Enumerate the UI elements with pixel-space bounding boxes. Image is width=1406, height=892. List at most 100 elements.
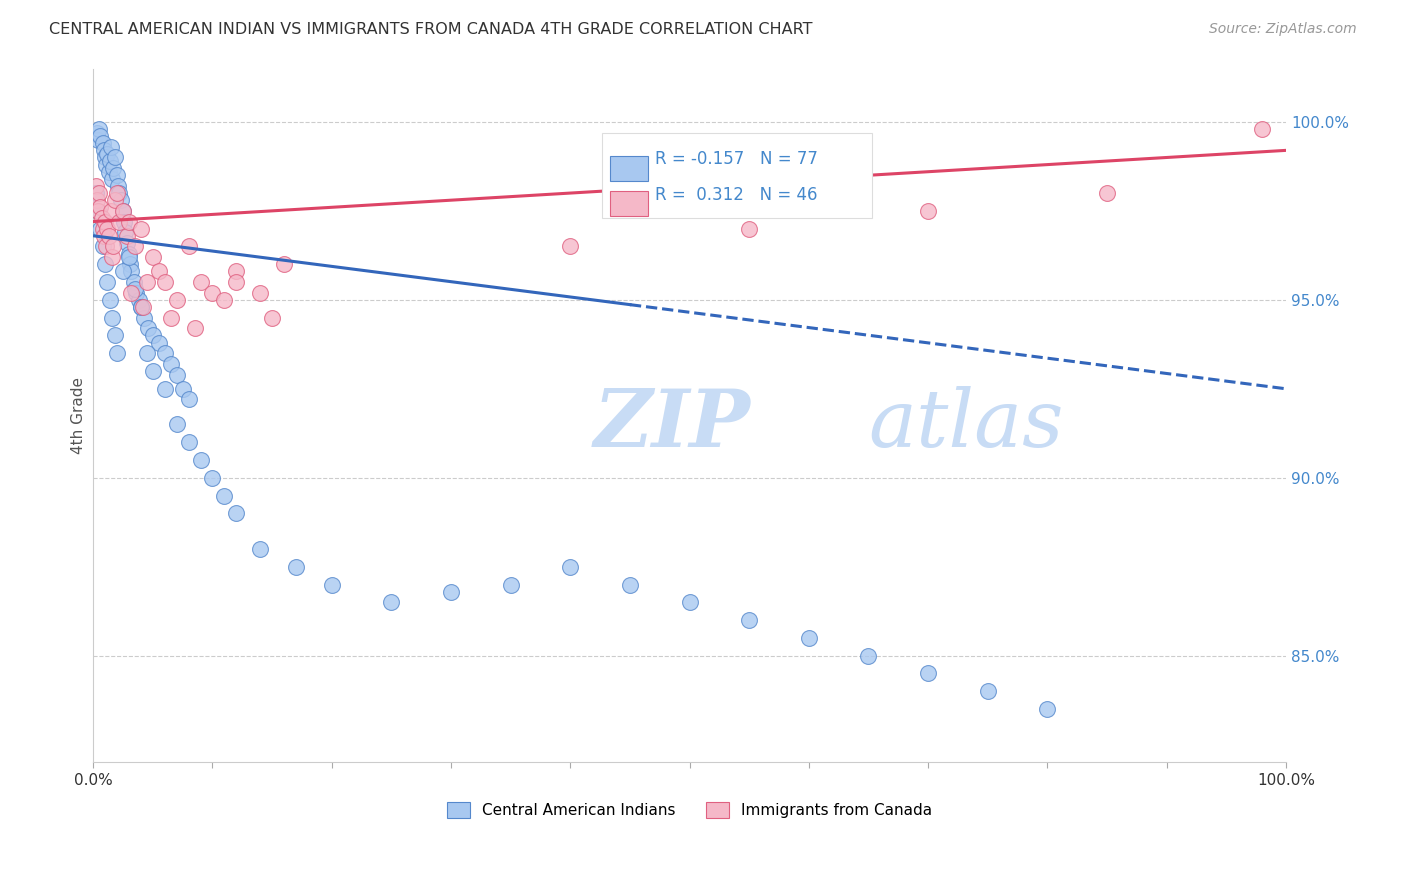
Text: atlas: atlas — [869, 385, 1064, 463]
Point — [96, 275, 118, 289]
Point — [96, 239, 118, 253]
Point — [90, 211, 112, 225]
Point — [142, 250, 165, 264]
Point — [124, 282, 146, 296]
Point — [159, 310, 181, 325]
Point — [148, 335, 170, 350]
Point — [738, 613, 761, 627]
Point — [177, 435, 200, 450]
Point — [153, 382, 176, 396]
Point — [97, 228, 120, 243]
Point — [111, 203, 134, 218]
Text: Source: ZipAtlas.com: Source: ZipAtlas.com — [1209, 22, 1357, 37]
Point — [120, 264, 142, 278]
Point — [214, 489, 236, 503]
Point — [201, 471, 224, 485]
Point — [225, 264, 247, 278]
Point — [135, 275, 157, 289]
Point — [89, 186, 111, 200]
FancyBboxPatch shape — [610, 191, 648, 216]
Point — [111, 203, 134, 218]
Point — [1095, 186, 1118, 200]
Point — [114, 225, 136, 239]
Text: CENTRAL AMERICAN INDIAN VS IMMIGRANTS FROM CANADA 4TH GRADE CORRELATION CHART: CENTRAL AMERICAN INDIAN VS IMMIGRANTS FR… — [49, 22, 813, 37]
Point — [153, 275, 176, 289]
Point — [190, 453, 212, 467]
Y-axis label: 4th Grade: 4th Grade — [72, 377, 86, 454]
Point — [107, 178, 129, 193]
Point — [89, 122, 111, 136]
Point — [94, 151, 117, 165]
Point — [321, 577, 343, 591]
Point — [201, 285, 224, 300]
Point — [122, 275, 145, 289]
Point — [129, 221, 152, 235]
Point — [166, 293, 188, 307]
Point — [93, 144, 115, 158]
Point — [108, 214, 131, 228]
Point — [108, 186, 131, 200]
Point — [380, 595, 402, 609]
Point — [159, 357, 181, 371]
Point — [124, 239, 146, 253]
Point — [125, 285, 148, 300]
Point — [225, 275, 247, 289]
Point — [104, 193, 127, 207]
Point — [738, 221, 761, 235]
Point — [132, 300, 155, 314]
Point — [142, 328, 165, 343]
Point — [101, 250, 124, 264]
Point — [977, 684, 1000, 698]
Point — [183, 321, 205, 335]
Point — [284, 559, 307, 574]
Point — [1251, 122, 1274, 136]
Point — [136, 321, 159, 335]
Point — [166, 417, 188, 432]
Text: R =  0.312   N = 46: R = 0.312 N = 46 — [655, 186, 817, 204]
Point — [249, 285, 271, 300]
Point — [262, 310, 284, 325]
Point — [89, 221, 111, 235]
Point — [177, 392, 200, 407]
Point — [86, 126, 108, 140]
Point — [917, 203, 939, 218]
Point — [153, 346, 176, 360]
Point — [190, 275, 212, 289]
Point — [118, 214, 141, 228]
Point — [135, 346, 157, 360]
Point — [1036, 702, 1059, 716]
Point — [225, 506, 247, 520]
Point — [87, 203, 110, 218]
Point — [87, 203, 110, 218]
Point — [84, 186, 107, 200]
Point — [87, 133, 110, 147]
Point — [440, 584, 463, 599]
Point — [560, 559, 582, 574]
Point — [93, 228, 115, 243]
Point — [98, 293, 121, 307]
Point — [96, 147, 118, 161]
Point — [86, 193, 108, 207]
Point — [103, 161, 125, 176]
Point — [917, 666, 939, 681]
Point — [249, 541, 271, 556]
Point — [110, 193, 132, 207]
Point — [118, 250, 141, 264]
Point — [96, 221, 118, 235]
Point — [120, 285, 142, 300]
Point — [111, 264, 134, 278]
Point — [98, 154, 121, 169]
Point — [499, 577, 522, 591]
Point — [120, 257, 142, 271]
Point — [142, 364, 165, 378]
Point — [94, 257, 117, 271]
Point — [273, 257, 295, 271]
Point — [97, 165, 120, 179]
Point — [112, 214, 135, 228]
Point — [96, 158, 118, 172]
Point — [91, 136, 114, 151]
Point — [214, 293, 236, 307]
Point — [172, 382, 194, 396]
Point — [100, 140, 122, 154]
Point — [678, 595, 700, 609]
